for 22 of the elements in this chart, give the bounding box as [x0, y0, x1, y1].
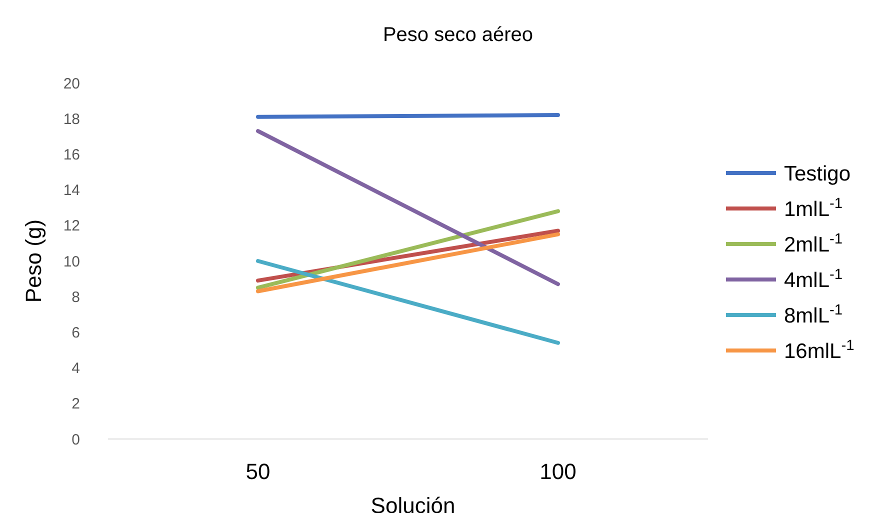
- chart-title: Peso seco aéreo: [382, 24, 534, 46]
- y-tick-label: 2: [72, 396, 80, 413]
- y-tick-label: 10: [63, 253, 80, 270]
- y-tick-label: 14: [63, 182, 80, 200]
- y-tick-label: 20: [63, 75, 80, 92]
- y-axis-title: Peso (g): [21, 219, 46, 303]
- legend-label: 4mlL$^{-1}$: [784, 266, 843, 292]
- y-tick-label: 16: [63, 146, 80, 164]
- x-tick-label: 50: [246, 459, 270, 484]
- legend-label: 1mlL$^{-1}$: [784, 196, 843, 221]
- legend-label: 8mlL$^{-1}$: [784, 302, 843, 328]
- legend-label: 2mlL$^{-1}$: [784, 231, 843, 256]
- y-tick-label: 12: [63, 218, 80, 235]
- x-tick-label: 100: [540, 459, 576, 484]
- y-tick-label: 6: [72, 324, 80, 342]
- x-axis-title: Solución: [370, 493, 456, 513]
- y-tick-label: 18: [63, 110, 80, 128]
- y-tick-label: 8: [72, 288, 80, 306]
- legend-label: 16mlL$^{-1}$: [784, 338, 854, 363]
- legend-label: Testigo: [784, 162, 851, 186]
- y-tick-label: 4: [72, 360, 80, 378]
- y-tick-label: 0: [72, 431, 80, 448]
